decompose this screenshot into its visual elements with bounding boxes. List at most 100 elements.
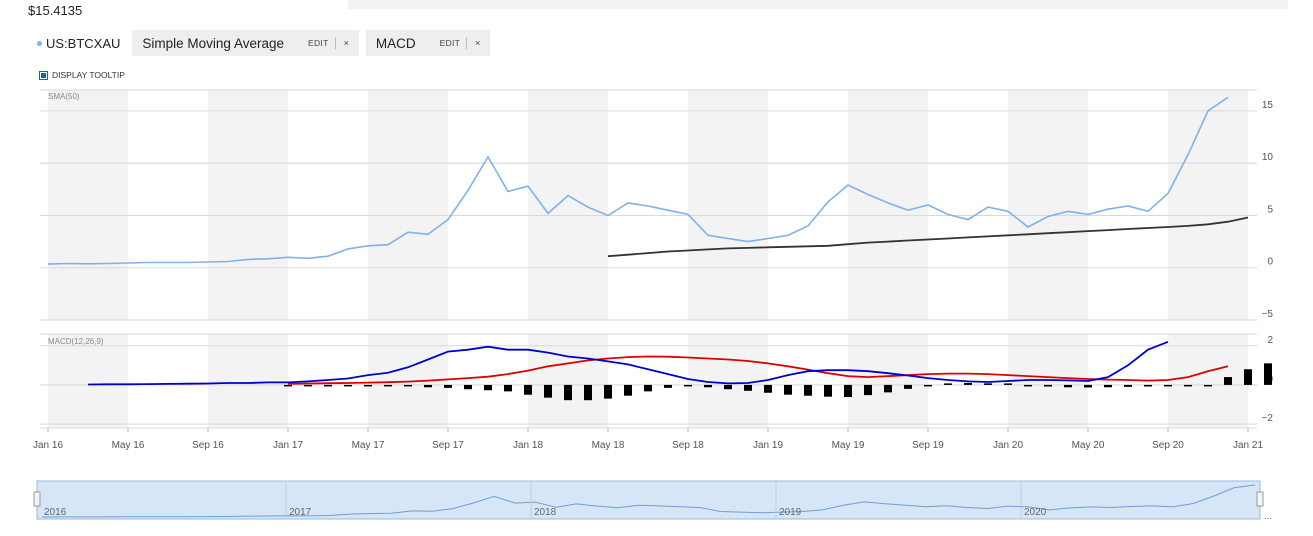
x-tick-label: Sep 19 [912, 440, 944, 451]
histogram-bar [924, 384, 932, 387]
display-tooltip-toggle[interactable]: DISPLAY TOOLTIP [39, 70, 125, 80]
histogram-bar [364, 384, 372, 387]
y-tick-label: 5 [1267, 204, 1273, 215]
histogram-bar [804, 384, 812, 396]
navigator-handle[interactable] [1256, 491, 1264, 507]
histogram-bar [464, 384, 472, 390]
time-band [688, 90, 768, 320]
histogram-bar [704, 384, 712, 388]
histogram-bar [684, 384, 692, 387]
x-tick-label: Jan 18 [513, 440, 543, 451]
histogram-bar [1264, 363, 1272, 385]
x-tick-label: May 17 [352, 440, 385, 451]
x-tick-label: Sep 16 [192, 440, 224, 451]
time-band [208, 334, 288, 428]
histogram-bar [664, 384, 672, 388]
current-price: $15.4135 [28, 3, 83, 18]
time-band [1168, 334, 1248, 428]
histogram-bar [984, 383, 992, 385]
close-macd-icon[interactable]: × [475, 38, 481, 48]
histogram-bar [1104, 384, 1112, 388]
histogram-bar [724, 384, 732, 390]
histogram-bar [1204, 384, 1212, 387]
histogram-bar [1144, 384, 1152, 387]
x-tick-label: Jan 20 [993, 440, 1023, 451]
navigator-year-label: 2019 [779, 507, 802, 518]
x-tick-label: Jan 17 [273, 440, 303, 451]
histogram-bar [1124, 384, 1132, 387]
macd-panel [87, 340, 1272, 401]
histogram-bar [564, 384, 572, 401]
histogram-bar [864, 384, 872, 396]
histogram-bar [404, 384, 412, 387]
histogram-bar [624, 384, 632, 396]
histogram-bar [504, 384, 512, 392]
time-band [48, 90, 128, 320]
sma-panel-label: SMA(50) [48, 92, 80, 101]
edit-macd-button[interactable]: EDIT [439, 38, 461, 48]
close-sma-icon[interactable]: × [343, 38, 349, 48]
x-tick-label: May 18 [592, 440, 625, 451]
time-band [848, 90, 928, 320]
edit-sma-button[interactable]: EDIT [308, 38, 329, 48]
y-tick-label: −5 [1262, 309, 1274, 320]
histogram-bar [1244, 369, 1252, 385]
x-tick-label: Sep 20 [1152, 440, 1184, 451]
chip-divider [334, 37, 336, 49]
x-tick-label: Jan 16 [33, 440, 63, 451]
histogram-bar [1164, 384, 1172, 387]
histogram-bar [424, 384, 432, 388]
y-tick-label: −2 [1262, 413, 1274, 424]
symbol-label: US:BTCXAU [46, 35, 121, 51]
histogram-bar [1004, 383, 1012, 385]
histogram-bar [584, 384, 592, 401]
histogram-bar [1044, 384, 1052, 387]
navigator-year-label: 2016 [44, 507, 67, 518]
y-tick-label: 15 [1262, 100, 1274, 111]
checkbox-icon[interactable] [39, 70, 48, 80]
histogram-bar [784, 384, 792, 395]
time-band [1168, 90, 1248, 320]
price-line [47, 96, 1229, 265]
histogram-bar [964, 382, 972, 385]
navigator-handle[interactable] [33, 491, 41, 507]
x-axis: Jan 16 May 16 Sep 16 Jan 17 May 17 Sep 17 Jan … [33, 428, 1263, 451]
range-navigator[interactable]: 2016 2017 2018 2019 2020... [33, 480, 1272, 522]
symbol-legend[interactable]: US:BTCXAU [30, 36, 120, 51]
histogram-bar [444, 384, 452, 388]
indicator-chip-macd: MACD EDIT × [365, 30, 491, 56]
x-tick-label: Jan 21 [1233, 440, 1263, 451]
histogram-bar [524, 384, 532, 395]
time-band [528, 334, 608, 428]
price-panel [47, 96, 1249, 265]
series-color-dot-icon [37, 40, 42, 46]
chip-divider [466, 37, 468, 49]
histogram-bar [284, 384, 292, 387]
x-tick-label: Jan 19 [753, 440, 783, 451]
histogram-bar [484, 384, 492, 391]
navigator-year-label: 2018 [534, 507, 557, 518]
histogram-bar [824, 384, 832, 397]
histogram-bar [644, 384, 652, 392]
y-tick-label: 2 [1267, 335, 1273, 346]
y-tick-label: 0 [1267, 257, 1273, 268]
time-band [528, 90, 608, 320]
x-tick-label: Sep 17 [432, 440, 464, 451]
time-band [208, 90, 288, 320]
x-tick-label: May 16 [112, 440, 145, 451]
histogram-bar [744, 384, 752, 391]
indicator-label-macd: MACD [375, 35, 416, 51]
time-band [848, 334, 928, 428]
indicator-chip-sma: Simple Moving Average EDIT × [132, 30, 359, 56]
x-tick-label: Sep 18 [672, 440, 704, 451]
x-tick-label: May 20 [1072, 440, 1105, 451]
alternating-bands [48, 90, 1248, 428]
navigator-year-label: 2017 [289, 507, 312, 518]
time-band [368, 90, 448, 320]
signal-line [287, 355, 1229, 385]
histogram-bar [1084, 384, 1092, 388]
navigator-window [36, 480, 1261, 520]
indicator-label-sma: Simple Moving Average [142, 35, 284, 51]
